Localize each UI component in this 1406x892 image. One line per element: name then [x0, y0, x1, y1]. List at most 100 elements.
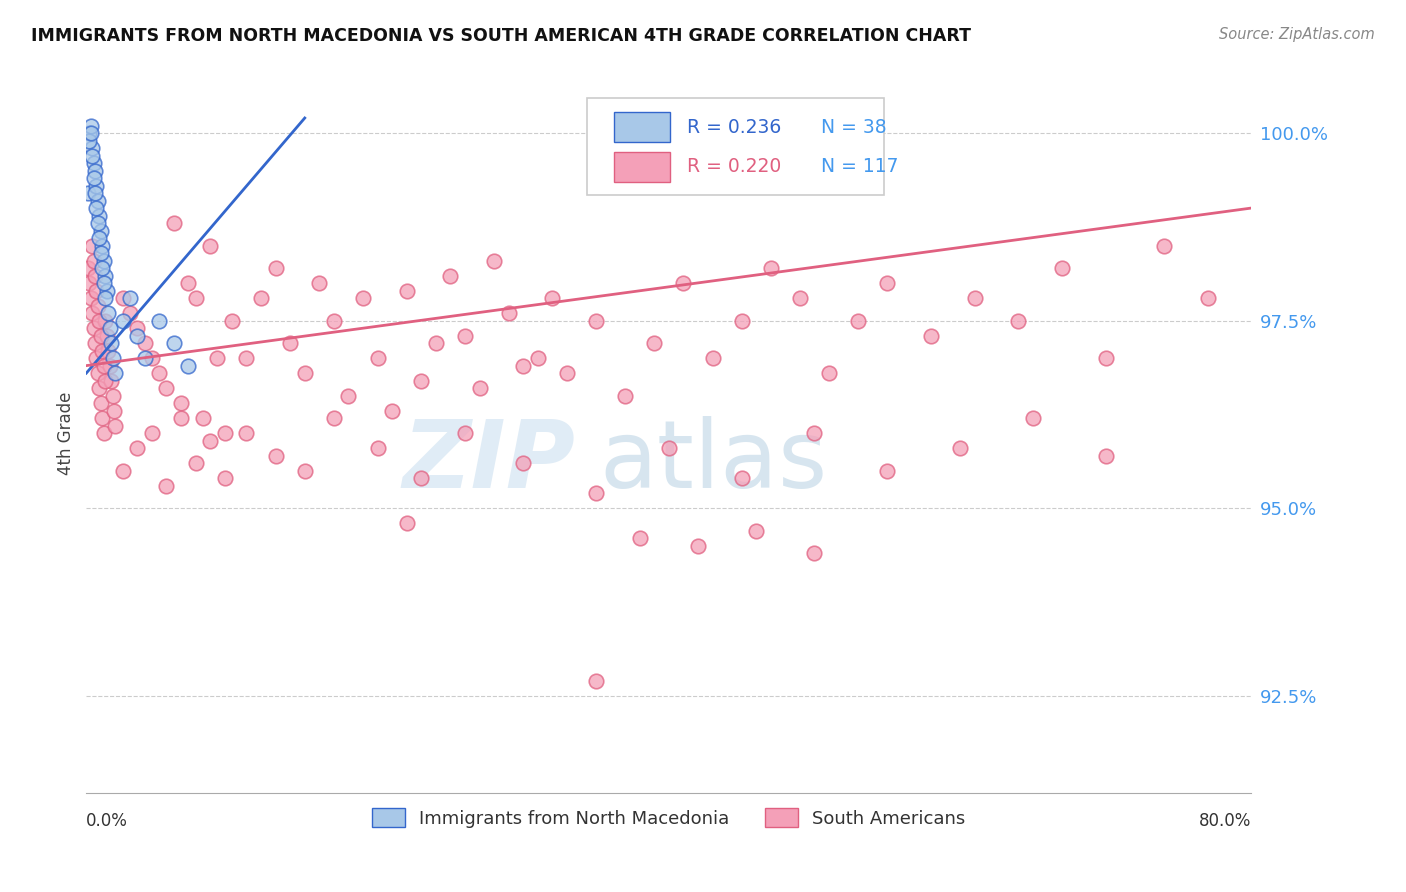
Point — [83, 321, 105, 335]
Point — [745, 524, 768, 538]
Point — [86, 351, 108, 365]
Point — [526, 351, 548, 365]
Point — [100, 374, 122, 388]
Point — [555, 366, 578, 380]
Point — [876, 464, 898, 478]
Point — [482, 253, 505, 268]
Point — [425, 336, 447, 351]
Point — [79, 126, 101, 140]
Point — [163, 336, 186, 351]
Point — [87, 299, 110, 313]
Point — [818, 366, 841, 380]
Point — [395, 516, 418, 531]
Point — [89, 381, 111, 395]
Point — [264, 261, 287, 276]
Point — [91, 261, 114, 276]
Point — [221, 313, 243, 327]
Text: Source: ZipAtlas.com: Source: ZipAtlas.com — [1219, 27, 1375, 42]
Point — [82, 148, 104, 162]
Point — [585, 313, 607, 327]
Point — [94, 374, 117, 388]
Point — [96, 328, 118, 343]
Point — [759, 261, 782, 276]
Point — [98, 321, 121, 335]
Point — [155, 478, 177, 492]
Point — [98, 359, 121, 373]
Point — [93, 276, 115, 290]
Point — [104, 418, 127, 433]
Point — [264, 449, 287, 463]
Point — [184, 291, 207, 305]
Point — [127, 441, 149, 455]
Point — [191, 411, 214, 425]
Text: IMMIGRANTS FROM NORTH MACEDONIA VS SOUTH AMERICAN 4TH GRADE CORRELATION CHART: IMMIGRANTS FROM NORTH MACEDONIA VS SOUTH… — [31, 27, 972, 45]
Point — [93, 426, 115, 441]
Point — [294, 366, 316, 380]
Point — [134, 351, 156, 365]
Point — [643, 336, 665, 351]
Point — [1153, 238, 1175, 252]
Point — [1007, 313, 1029, 327]
Bar — [614, 152, 671, 182]
Text: 0.0%: 0.0% — [86, 812, 128, 830]
Point — [93, 359, 115, 373]
Point — [134, 336, 156, 351]
Point — [672, 276, 695, 290]
Text: R = 0.236: R = 0.236 — [688, 118, 782, 136]
Point — [876, 276, 898, 290]
Point — [118, 291, 141, 305]
Point — [79, 119, 101, 133]
Text: N = 117: N = 117 — [821, 157, 898, 176]
Point — [198, 238, 221, 252]
Text: atlas: atlas — [599, 416, 827, 508]
Bar — [614, 112, 671, 142]
Point — [235, 426, 257, 441]
Point — [155, 381, 177, 395]
Point — [77, 276, 100, 290]
Point — [177, 359, 200, 373]
Point — [214, 426, 236, 441]
Point — [103, 403, 125, 417]
Point — [730, 471, 752, 485]
Point — [1094, 351, 1116, 365]
Point — [82, 141, 104, 155]
Point — [322, 313, 344, 327]
Point — [89, 231, 111, 245]
Point — [90, 396, 112, 410]
Point — [101, 389, 124, 403]
Point — [118, 306, 141, 320]
Point — [468, 381, 491, 395]
Point — [91, 343, 114, 358]
Point — [87, 366, 110, 380]
Point — [207, 351, 229, 365]
Point — [101, 351, 124, 365]
Point — [949, 441, 972, 455]
Point — [278, 336, 301, 351]
Point — [198, 434, 221, 448]
Point — [381, 403, 404, 417]
Point — [235, 351, 257, 365]
Point — [789, 291, 811, 305]
Point — [367, 441, 389, 455]
Point — [83, 156, 105, 170]
Point — [86, 284, 108, 298]
Point — [84, 186, 107, 200]
Point — [90, 246, 112, 260]
Point — [177, 276, 200, 290]
Y-axis label: 4th Grade: 4th Grade — [58, 392, 75, 475]
Point — [308, 276, 330, 290]
Point — [141, 351, 163, 365]
Point — [91, 238, 114, 252]
Point — [411, 471, 433, 485]
Point — [498, 306, 520, 320]
Point — [367, 351, 389, 365]
Point — [89, 209, 111, 223]
Point — [702, 351, 724, 365]
Point — [1050, 261, 1073, 276]
Point — [614, 389, 637, 403]
Point — [148, 313, 170, 327]
Point — [963, 291, 986, 305]
Point — [79, 291, 101, 305]
Point — [84, 336, 107, 351]
Point — [111, 464, 134, 478]
